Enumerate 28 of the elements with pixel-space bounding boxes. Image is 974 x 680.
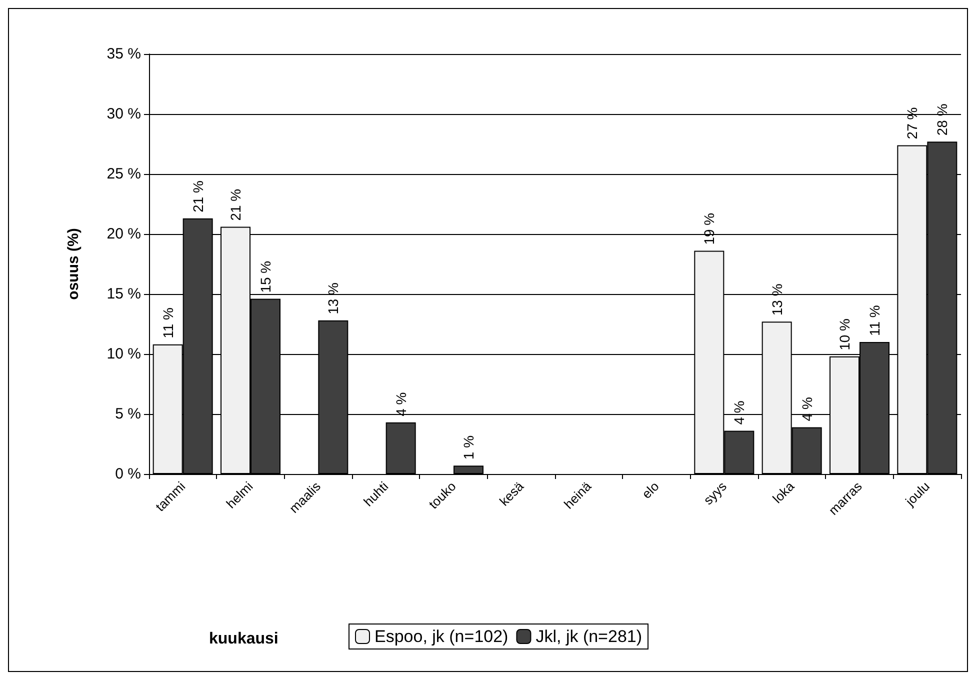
y-tick-label: 20 % (106, 226, 141, 242)
y-tick-label: 35 % (106, 46, 141, 62)
data-label: 1 % (460, 435, 476, 460)
data-label: 10 % (836, 318, 852, 350)
y-tick-label: 15 % (106, 286, 141, 302)
data-label: 21 % (228, 188, 244, 221)
data-label: 27 % (904, 107, 920, 140)
data-label: 4 % (731, 400, 748, 425)
data-label: 11 % (866, 305, 882, 336)
legend-label: Jkl, jk (n=281) (536, 627, 642, 646)
y-tick-label: 5 % (115, 406, 141, 422)
data-label: 15 % (258, 260, 274, 293)
data-label: 4 % (798, 397, 815, 422)
y-tick-label: 10 % (106, 346, 141, 362)
y-tick-label: 30 % (106, 106, 141, 122)
x-tick-label: elo (638, 478, 662, 502)
data-label: 11 % (160, 308, 176, 338)
x-tick-label: syys (700, 478, 730, 508)
data-label: 13 % (325, 282, 342, 314)
data-label: 21 % (190, 180, 206, 212)
y-tick-label: 0 % (115, 466, 141, 482)
y-tick-label: 25 % (106, 166, 141, 182)
y-axis-title: osuus (%) (65, 228, 82, 300)
bar (454, 466, 484, 474)
x-tick-label: loka (770, 478, 798, 506)
bar (386, 422, 416, 474)
text: kuukausi (209, 630, 278, 648)
legend-label: Espoo, jk (n=102) (374, 627, 508, 646)
